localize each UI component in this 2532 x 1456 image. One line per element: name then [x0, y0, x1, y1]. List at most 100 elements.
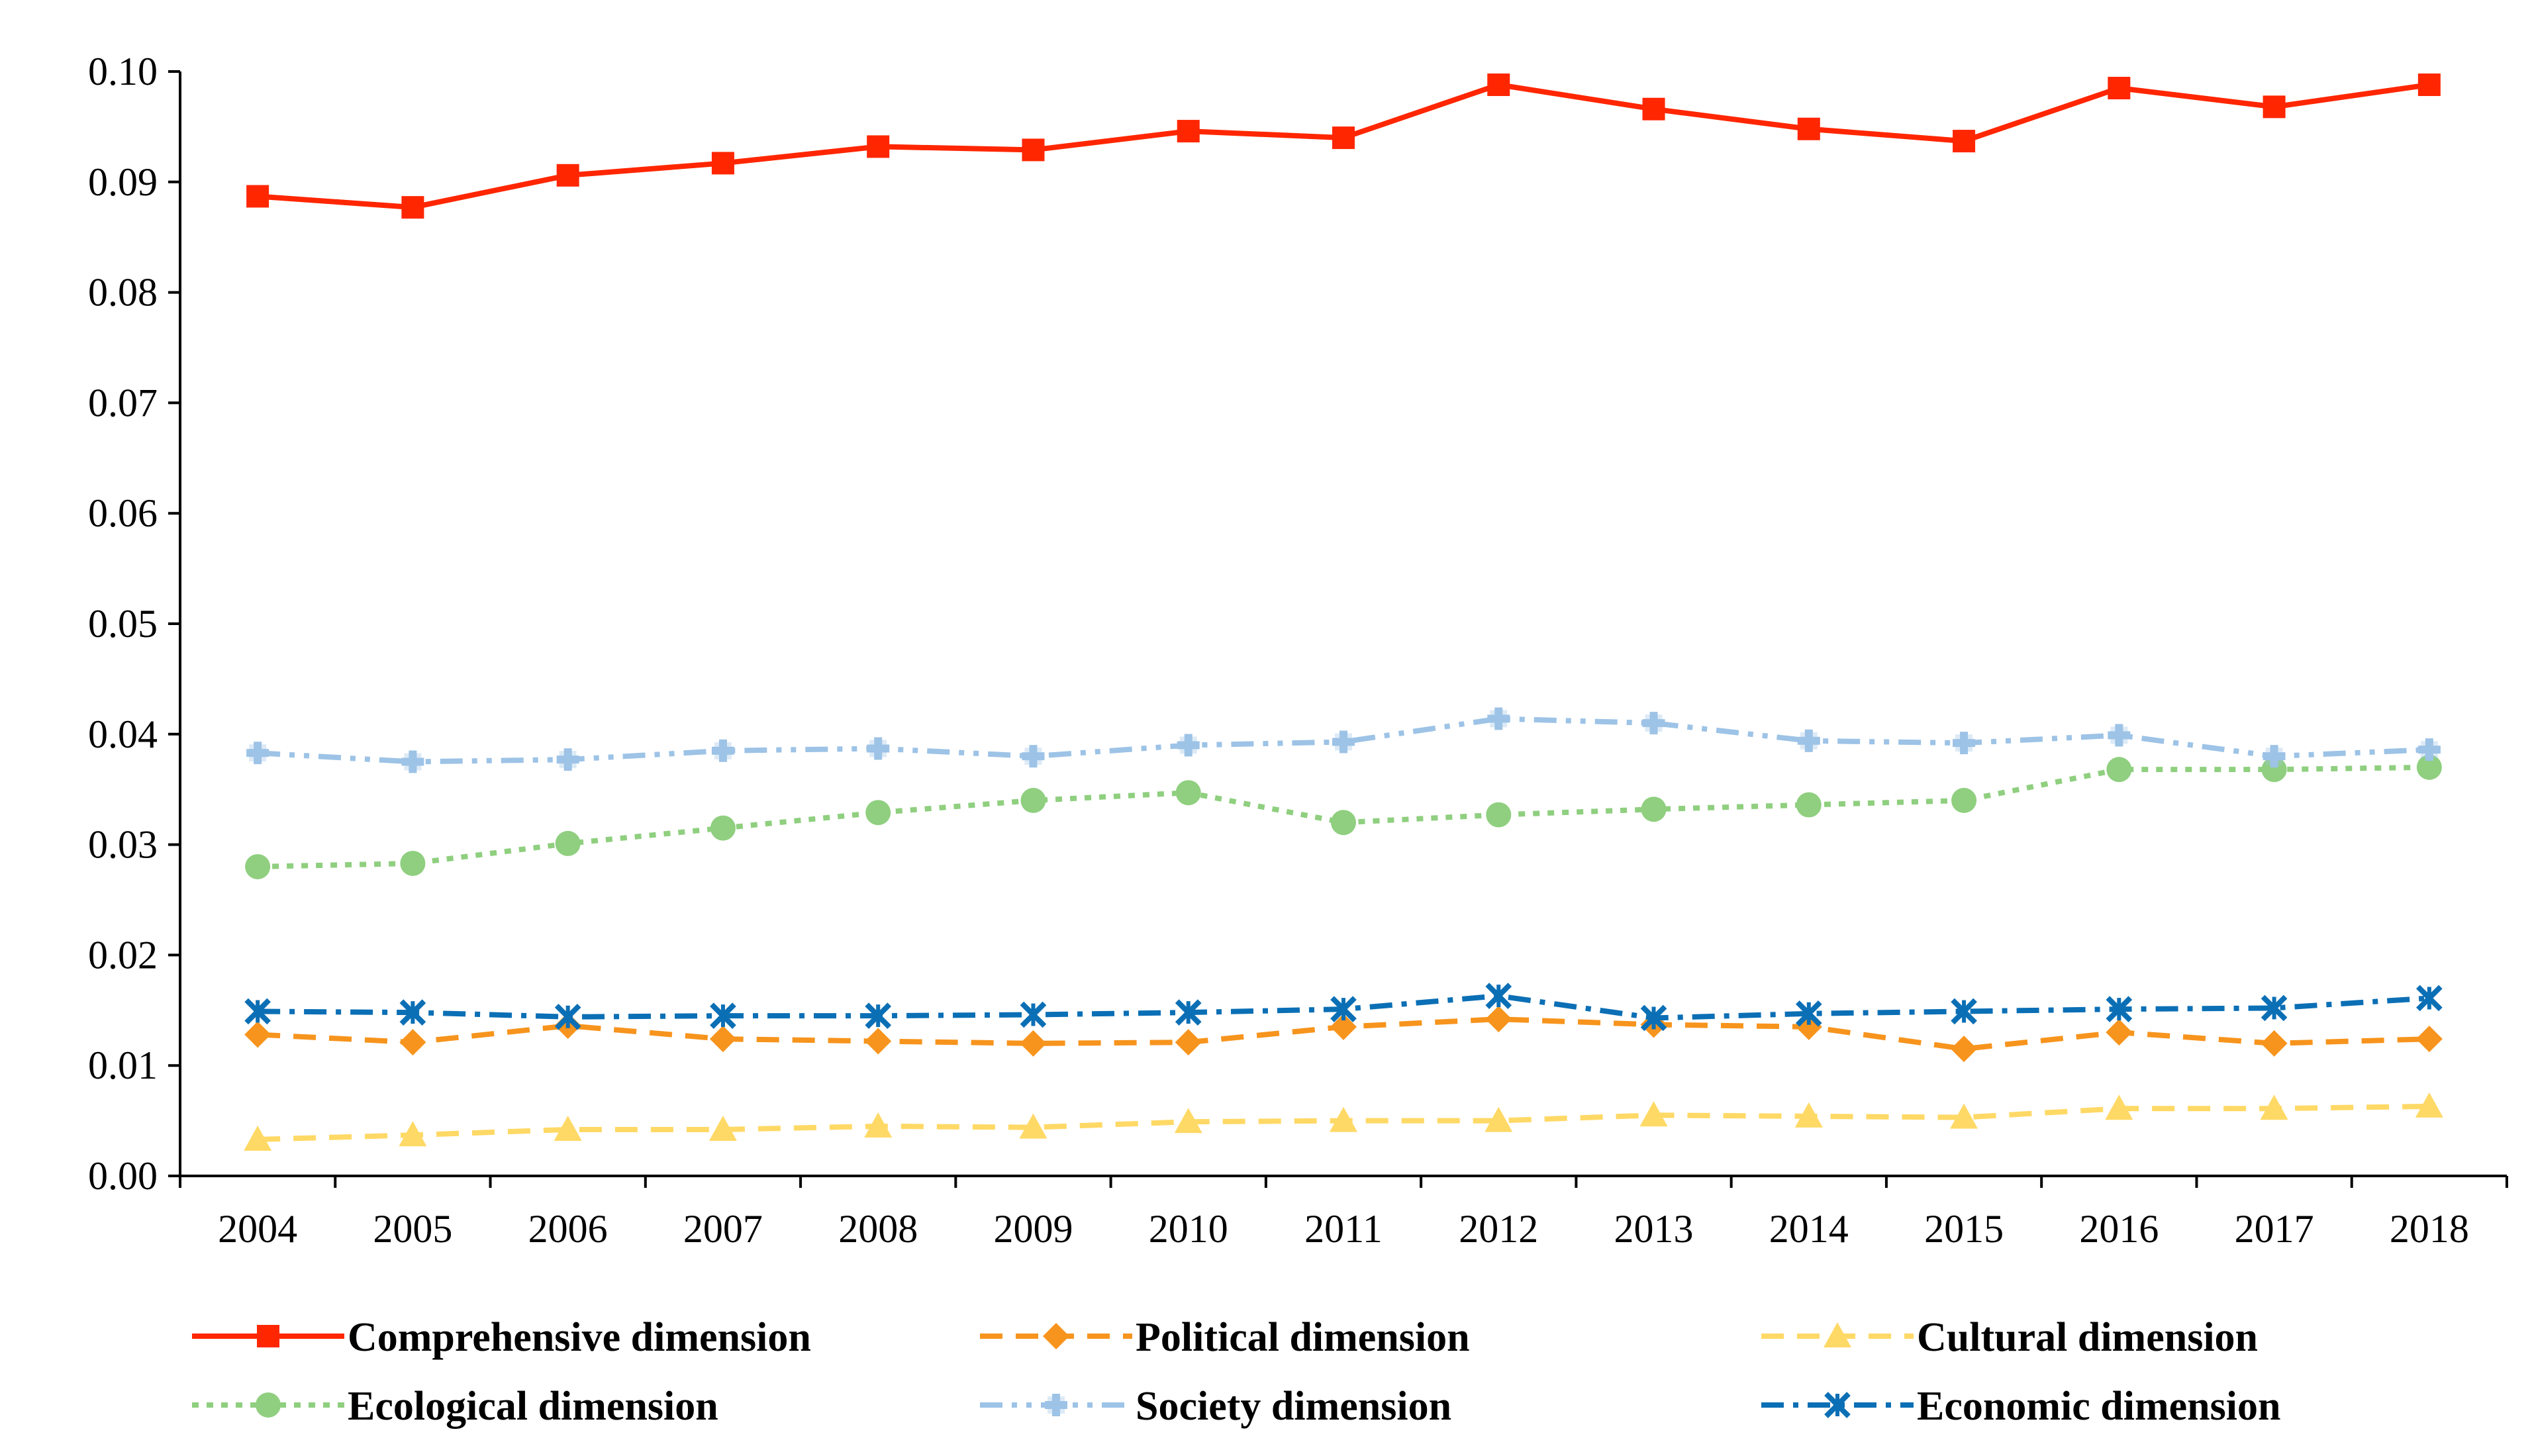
data-point-cultural-dimension: [708, 1115, 737, 1141]
x-tick-label: 2011: [1304, 1207, 1383, 1251]
data-point-ecological-dimension: [2106, 757, 2132, 783]
data-point-economic-dimension: [1330, 996, 1357, 1022]
data-point-cultural-dimension: [2415, 1092, 2443, 1118]
data-point-ecological-dimension: [1175, 780, 1201, 806]
data-point-comprehensive-dimension: [1332, 126, 1355, 150]
data-point-ecological-dimension: [1331, 810, 1356, 836]
series-layer: [244, 73, 2443, 1151]
x-tick-label: 2009: [993, 1207, 1073, 1251]
data-point-cultural-dimension: [1950, 1103, 1978, 1129]
legend-item-comprehensive-dimension: Comprehensive dimension: [192, 1315, 811, 1360]
legend-swatch-marker: [257, 1325, 279, 1347]
legend-swatch-marker: [1824, 1392, 1851, 1418]
x-tick-label: 2010: [1149, 1207, 1228, 1251]
data-point-cultural-dimension: [864, 1112, 893, 1138]
data-point-society-dimension: [1797, 729, 1820, 752]
y-tick-label: 0.10: [88, 50, 158, 93]
data-point-cultural-dimension: [399, 1121, 427, 1147]
data-point-political-dimension: [2415, 1026, 2443, 1053]
y-tick-label: 0.07: [88, 381, 158, 424]
data-point-cultural-dimension: [1794, 1102, 1823, 1128]
data-point-society-dimension: [711, 739, 734, 762]
legend: Comprehensive dimension Political dimensi…: [192, 1315, 2280, 1429]
x-tick-label: 2004: [218, 1207, 297, 1251]
legend-label: Economic dimension: [1917, 1384, 2280, 1429]
series-ecological-dimension: [245, 754, 2442, 879]
y-tick-label: 0.01: [88, 1043, 158, 1087]
data-point-society-dimension: [1487, 707, 1510, 730]
data-point-ecological-dimension: [1641, 797, 1667, 822]
data-point-comprehensive-dimension: [1953, 130, 1976, 153]
series-economic-dimension: [244, 983, 2443, 1032]
data-point-society-dimension: [556, 748, 579, 771]
data-point-economic-dimension: [399, 999, 426, 1026]
data-point-political-dimension: [1020, 1030, 1047, 1057]
data-point-comprehensive-dimension: [556, 164, 579, 187]
y-tick-label: 0.04: [88, 712, 158, 756]
y-tick-label: 0.08: [88, 271, 158, 315]
data-point-comprehensive-dimension: [1487, 73, 1510, 97]
x-tick-label: 2014: [1769, 1207, 1849, 1251]
series-society-dimension: [246, 707, 2441, 773]
data-point-cultural-dimension: [1174, 1108, 1202, 1134]
legend-item-political-dimension: Political dimension: [980, 1315, 1470, 1360]
legend-swatch-marker: [1045, 1394, 1067, 1416]
data-point-comprehensive-dimension: [246, 185, 269, 208]
data-point-economic-dimension: [865, 1002, 892, 1029]
data-point-cultural-dimension: [554, 1115, 582, 1141]
data-point-economic-dimension: [1795, 1000, 1822, 1027]
y-tick-label: 0.02: [88, 933, 158, 977]
legend-label: Political dimension: [1136, 1315, 1470, 1360]
y-tick-label: 0.06: [88, 491, 158, 535]
y-tick-label: 0.00: [88, 1154, 158, 1198]
data-point-ecological-dimension: [1951, 787, 1977, 813]
data-point-economic-dimension: [710, 1002, 736, 1029]
x-tick-label: 2012: [1459, 1207, 1538, 1251]
data-point-society-dimension: [2108, 724, 2131, 747]
data-point-society-dimension: [401, 750, 424, 773]
data-point-political-dimension: [1330, 1013, 1357, 1040]
data-point-ecological-dimension: [1020, 787, 1046, 813]
data-point-society-dimension: [1953, 732, 1976, 755]
data-point-economic-dimension: [1951, 998, 1977, 1025]
data-point-cultural-dimension: [244, 1125, 272, 1151]
series-political-dimension: [244, 1006, 2443, 1063]
legend-swatch-marker: [256, 1392, 281, 1418]
series-cultural-dimension: [244, 1092, 2443, 1151]
data-point-political-dimension: [244, 1021, 271, 1048]
data-point-society-dimension: [1022, 745, 1045, 768]
data-point-society-dimension: [2263, 745, 2286, 768]
data-point-cultural-dimension: [2260, 1094, 2288, 1120]
data-point-political-dimension: [1485, 1006, 1512, 1033]
legend-item-cultural-dimension: Cultural dimension: [1761, 1315, 2258, 1360]
legend-item-society-dimension: Society dimension: [980, 1384, 1451, 1429]
axes-layer: 0.00 0.01 0.02 0.03 0.04 0.05 0.06 0.07 0.08 0.09…: [88, 50, 2508, 1251]
x-tick-label: 2018: [2390, 1207, 2469, 1251]
y-tick-label: 0.03: [88, 823, 158, 867]
data-point-society-dimension: [2417, 738, 2441, 761]
x-tick-label: 2013: [1614, 1207, 1694, 1251]
x-tick-label: 2007: [683, 1207, 763, 1251]
data-point-cultural-dimension: [1485, 1106, 1513, 1132]
data-point-cultural-dimension: [1639, 1101, 1668, 1127]
data-point-cultural-dimension: [2105, 1094, 2133, 1120]
data-point-political-dimension: [1951, 1036, 1978, 1063]
legend-item-ecological-dimension: Ecological dimension: [192, 1384, 718, 1429]
y-tick-label: 0.09: [88, 160, 158, 204]
data-point-ecological-dimension: [555, 830, 581, 856]
data-point-economic-dimension: [1020, 1001, 1047, 1028]
x-tick-label: 2016: [2079, 1207, 2159, 1251]
data-point-economic-dimension: [554, 1003, 581, 1030]
legend-label: Cultural dimension: [1917, 1315, 2258, 1360]
data-point-economic-dimension: [2261, 995, 2288, 1022]
data-point-society-dimension: [1332, 730, 1355, 753]
data-point-ecological-dimension: [2416, 754, 2442, 780]
data-point-political-dimension: [865, 1028, 892, 1055]
data-point-ecological-dimension: [1486, 802, 1512, 828]
data-point-ecological-dimension: [710, 815, 736, 841]
data-point-ecological-dimension: [400, 850, 426, 876]
data-point-ecological-dimension: [245, 853, 271, 879]
data-point-comprehensive-dimension: [711, 152, 734, 175]
data-point-comprehensive-dimension: [1177, 120, 1200, 143]
